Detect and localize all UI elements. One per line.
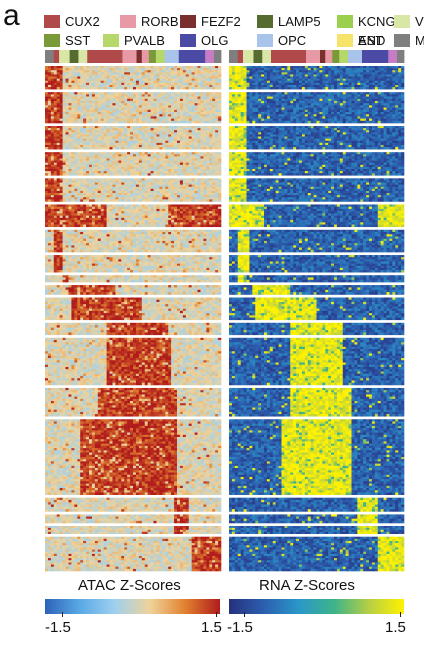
atac-annotation-cux2 xyxy=(54,50,60,63)
atac-block-12 xyxy=(45,323,221,335)
rna-block-9 xyxy=(229,275,404,282)
rna-block-2 xyxy=(229,92,404,123)
atac-block-8 xyxy=(45,255,221,272)
rna-block-13 xyxy=(229,338,404,385)
atac-block-10 xyxy=(45,285,221,295)
atac-heatmap xyxy=(45,50,221,571)
atac-annotation-end xyxy=(205,50,214,63)
atac-annotation-vip xyxy=(78,50,87,63)
rna-annotation-vip xyxy=(262,50,271,63)
atac-annotation-rorb xyxy=(142,50,149,63)
rna-annotation-vip xyxy=(243,50,254,63)
rna-heatmap xyxy=(229,50,404,571)
atac-block-5 xyxy=(45,178,221,201)
rna-annotation-pvalb xyxy=(339,50,348,63)
rna-block-6 xyxy=(229,204,404,227)
atac-block-17 xyxy=(45,514,221,523)
atac-block-15 xyxy=(45,419,221,495)
rna-annotation-mg xyxy=(229,50,238,63)
atac-annotation-opc xyxy=(165,50,179,63)
rna-block-12 xyxy=(229,323,404,335)
atac-colorbar-max-label: 1.5 xyxy=(201,619,222,636)
atac-colorbar xyxy=(45,599,220,614)
rna-block-19 xyxy=(229,537,404,572)
rna-annotation-rorb xyxy=(306,50,320,63)
atac-block-13 xyxy=(45,338,221,385)
atac-annotation-vip xyxy=(59,50,70,63)
rna-annotation-mg xyxy=(397,50,404,63)
rna-annotation-lamp5 xyxy=(254,50,263,63)
atac-block-11 xyxy=(45,297,221,320)
rna-heatmap-title: RNA Z-Scores xyxy=(259,577,355,594)
rna-block-16 xyxy=(229,498,404,512)
rna-annotation-rorb xyxy=(325,50,332,63)
atac-annotation-olg xyxy=(179,50,206,63)
rna-block-17 xyxy=(229,514,404,523)
rna-annotation-end xyxy=(388,50,397,63)
atac-block-7 xyxy=(45,230,221,253)
rna-colorbar xyxy=(229,599,404,614)
atac-annotation-lamp5 xyxy=(70,50,79,63)
rna-colorbar-max-label: 1.5 xyxy=(385,619,406,636)
rna-block-7 xyxy=(229,230,404,253)
atac-block-4 xyxy=(45,152,221,175)
atac-colorbar-tick-max xyxy=(216,612,217,617)
atac-annotation-cux2 xyxy=(87,50,123,63)
rna-colorbar-tick-min xyxy=(244,612,245,617)
atac-block-18 xyxy=(45,526,221,534)
atac-annotation-mg xyxy=(45,50,54,63)
rna-annotation-sst xyxy=(332,50,339,63)
rna-block-15 xyxy=(229,419,404,495)
rna-annotation-fezf2 xyxy=(320,50,326,63)
atac-block-3 xyxy=(45,126,221,149)
rna-block-18 xyxy=(229,526,404,534)
rna-block-11 xyxy=(229,297,404,320)
rna-block-5 xyxy=(229,178,404,201)
rna-annotation-opc xyxy=(348,50,362,63)
rna-block-1 xyxy=(229,66,404,89)
rna-annotation-cux2 xyxy=(271,50,306,63)
atac-block-9 xyxy=(45,275,221,282)
atac-block-19 xyxy=(45,537,221,572)
atac-annotation-rorb xyxy=(122,50,136,63)
rna-colorbar-min-label: -1.5 xyxy=(227,619,253,636)
rna-block-3 xyxy=(229,126,404,149)
rna-block-4 xyxy=(229,152,404,175)
atac-block-16 xyxy=(45,498,221,512)
atac-annotation-mg xyxy=(214,50,221,63)
atac-block-14 xyxy=(45,388,221,417)
rna-block-14 xyxy=(229,388,404,417)
atac-annotation-fezf2 xyxy=(137,50,143,63)
rna-block-10 xyxy=(229,285,404,295)
atac-annotation-pvalb xyxy=(156,50,165,63)
rna-block-8 xyxy=(229,255,404,272)
atac-block-1 xyxy=(45,66,221,89)
atac-block-2 xyxy=(45,92,221,123)
atac-heatmap-title: ATAC Z-Scores xyxy=(78,577,181,594)
atac-annotation-sst xyxy=(149,50,156,63)
atac-colorbar-tick-min xyxy=(62,612,63,617)
atac-colorbar-min-label: -1.5 xyxy=(45,619,71,636)
rna-annotation-olg xyxy=(362,50,389,63)
rna-colorbar-tick-max xyxy=(400,612,401,617)
atac-block-6 xyxy=(45,204,221,227)
rna-annotation-cux2 xyxy=(238,50,244,63)
